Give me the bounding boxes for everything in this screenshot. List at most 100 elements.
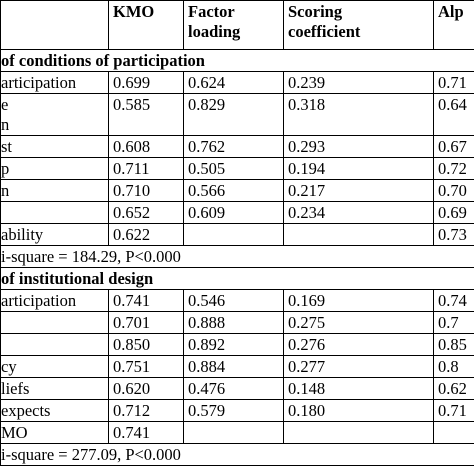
cell: 0.566: [183, 179, 284, 202]
cell: 0.7: [433, 311, 474, 334]
data-row: p 0.711 0.505 0.194 0.72: [0, 157, 474, 180]
cell: [183, 223, 284, 246]
header-cell: KMO: [108, 0, 184, 50]
cell: 0.293: [283, 135, 434, 158]
header-text: Alp: [438, 2, 464, 21]
row-label: ability: [0, 223, 109, 246]
cell: 0.67: [433, 135, 474, 158]
row-label: articipation: [0, 71, 109, 94]
cell: 0.148: [283, 377, 434, 400]
cell: 0.585: [108, 93, 184, 136]
cell: [433, 421, 474, 444]
row-label: [0, 201, 109, 224]
row-label: [0, 311, 109, 334]
cell: 0.505: [183, 157, 284, 180]
cell: 0.277: [283, 355, 434, 378]
cell: [283, 421, 434, 444]
row-label: cy: [0, 355, 109, 378]
cell: 0.318: [283, 93, 434, 136]
chi-square-note: i-square = 277.09, P<0.000: [0, 443, 474, 466]
row-label: e n: [0, 93, 109, 136]
section-row: of conditions of participation: [0, 49, 474, 72]
header-text: KMO: [113, 2, 155, 21]
cell: [183, 421, 284, 444]
data-row: e n 0.585 0.829 0.318 0.64: [0, 93, 474, 136]
data-row: cy 0.751 0.884 0.277 0.8: [0, 355, 474, 378]
chi-square-note: i-square = 184.29, P<0.000: [0, 245, 474, 268]
cell: 0.74: [433, 289, 474, 312]
cell: 0.622: [108, 223, 184, 246]
header-text: Factor loading: [188, 2, 241, 41]
cell: 0.69: [433, 201, 474, 224]
cell: 0.70: [433, 179, 474, 202]
data-row: 0.850 0.892 0.276 0.85: [0, 333, 474, 356]
note-row: i-square = 277.09, P<0.000: [0, 443, 474, 466]
cell: 0.741: [108, 289, 184, 312]
row-label: MO: [0, 421, 109, 444]
header-text: Scoring coefficient: [288, 2, 361, 41]
header-cell: [0, 0, 109, 50]
cell: 0.609: [183, 201, 284, 224]
row-label: liefs: [0, 377, 109, 400]
header-row: KMO Factor loading Scoring coefficient Alp: [0, 0, 474, 50]
cell: 0.751: [108, 355, 184, 378]
cell: 0.701: [108, 311, 184, 334]
row-label: [0, 333, 109, 356]
data-row: st 0.608 0.762 0.293 0.67: [0, 135, 474, 158]
data-row: articipation 0.741 0.546 0.169 0.74: [0, 289, 474, 312]
cell: 0.710: [108, 179, 184, 202]
data-row: articipation 0.699 0.624 0.239 0.71: [0, 71, 474, 94]
cell: 0.72: [433, 157, 474, 180]
cell: 0.276: [283, 333, 434, 356]
cell: 0.850: [108, 333, 184, 356]
header-cell: Factor loading: [183, 0, 284, 50]
cell: [283, 223, 434, 246]
data-row: 0.652 0.609 0.234 0.69: [0, 201, 474, 224]
row-label: n: [0, 179, 109, 202]
cell: 0.884: [183, 355, 284, 378]
row-label: expects: [0, 399, 109, 422]
cell: 0.85: [433, 333, 474, 356]
cell: 0.711: [108, 157, 184, 180]
data-row: 0.701 0.888 0.275 0.7: [0, 311, 474, 334]
header-cell: Scoring coefficient: [283, 0, 434, 50]
cell: 0.624: [183, 71, 284, 94]
cell: 0.180: [283, 399, 434, 422]
row-label: st: [0, 135, 109, 158]
cell: 0.71: [433, 71, 474, 94]
header-cell: Alp: [433, 0, 474, 50]
row-label: p: [0, 157, 109, 180]
cell: 0.620: [108, 377, 184, 400]
cell: 0.762: [183, 135, 284, 158]
note-row: i-square = 184.29, P<0.000: [0, 245, 474, 268]
cell: 0.239: [283, 71, 434, 94]
cell: 0.712: [108, 399, 184, 422]
cell: 0.608: [108, 135, 184, 158]
data-row: ability 0.622 0.73: [0, 223, 474, 246]
data-row: liefs 0.620 0.476 0.148 0.62: [0, 377, 474, 400]
cell: 0.194: [283, 157, 434, 180]
section-title: of institutional design: [0, 267, 474, 290]
cell: 0.579: [183, 399, 284, 422]
cell: 0.8: [433, 355, 474, 378]
cell: 0.699: [108, 71, 184, 94]
cell: 0.275: [283, 311, 434, 334]
cell: 0.73: [433, 223, 474, 246]
cell: 0.652: [108, 201, 184, 224]
cell: 0.217: [283, 179, 434, 202]
data-row: MO 0.741: [0, 421, 474, 444]
cell: 0.888: [183, 311, 284, 334]
cell: 0.741: [108, 421, 184, 444]
cell: 0.64: [433, 93, 474, 136]
data-row: expects 0.712 0.579 0.180 0.71: [0, 399, 474, 422]
cell: 0.546: [183, 289, 284, 312]
cell: 0.234: [283, 201, 434, 224]
cell: 0.62: [433, 377, 474, 400]
row-label: articipation: [0, 289, 109, 312]
data-row: n 0.710 0.566 0.217 0.70: [0, 179, 474, 202]
cell: 0.71: [433, 399, 474, 422]
cell: 0.169: [283, 289, 434, 312]
section-row: of institutional design: [0, 267, 474, 290]
